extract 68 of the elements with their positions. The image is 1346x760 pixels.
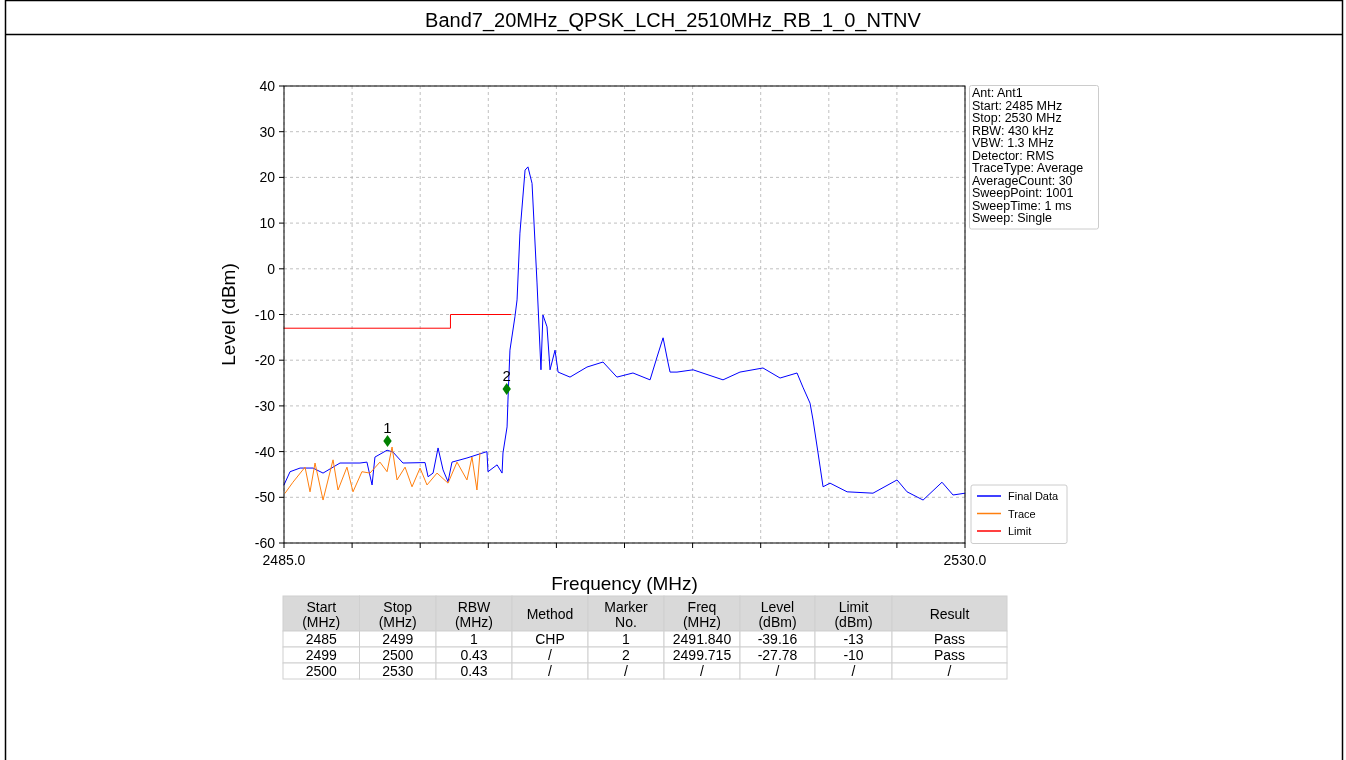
text: Pass [933,647,966,663]
annotation: 1 [383,419,392,437]
text: / [624,663,629,679]
text: Level (dBm) [758,598,797,630]
y-tick-label: 40 [259,78,276,94]
text: -27.78 [757,647,798,663]
text: TraceType: Average [972,161,1084,175]
text: 2485 [305,631,338,647]
text: 1 [470,631,479,647]
chart-title: Band7_20MHz_QPSK_LCH_2510MHz_RB_1_0_NTNV [425,9,922,32]
x-tick-label: 2485.0 [262,552,306,568]
text: Stop: 2530 MHz [972,111,1062,125]
text: 2500 [382,647,414,663]
y-tick-label: -20 [254,352,276,369]
text: / [548,663,553,679]
text: 2 [622,647,631,663]
text: / [851,663,856,679]
text: -39.16 [757,631,798,647]
y-tick-label: -50 [254,489,276,506]
text: 2491.840 [672,631,732,647]
y-tick-label: 20 [259,169,276,186]
y-axis-title: Level (dBm) [218,263,239,366]
text: 0.43 [460,647,488,663]
text: 2500 [305,663,338,679]
text: Method [526,605,574,622]
text: 1 [622,631,631,647]
line-series [283,166,966,501]
text: -10 [843,647,864,663]
text: Freq (MHz) [682,598,722,630]
text: / [700,663,705,679]
text: Ant: Ant1 [972,86,1023,100]
text: / [548,647,553,663]
text: 2499 [382,631,414,647]
annotation: 2 [502,366,511,384]
text: 2499 [305,647,338,663]
text: / [775,663,780,679]
y-tick-label: -10 [254,306,276,323]
text: Stop (MHz) [378,598,417,630]
legend-label: Final Data [1008,490,1060,502]
text: 2530 [382,663,414,679]
text: AverageCount: 30 [972,173,1073,188]
y-tick-label: 10 [259,215,276,232]
text: CHP [535,631,565,647]
text: Start: 2485 MHz [972,98,1063,113]
text: Start (MHz) [302,598,341,630]
text: RBW: 430 kHz [972,123,1054,138]
text: SweepTime: 1 ms [972,198,1072,213]
text: Result [929,605,970,622]
text: Pass [933,631,966,647]
text: Sweep: Single [972,211,1052,225]
x-axis-title: Frequency (MHz) [551,573,698,594]
y-tick-label: 30 [259,123,276,140]
text: VBW: 1.3 MHz [972,136,1054,150]
text: / [947,663,952,679]
text: Marker No. [604,598,649,630]
legend-label: Trace [1008,507,1036,520]
x-tick-label: 2530.0 [943,552,987,568]
text: -13 [843,631,864,647]
text: 0.43 [460,663,488,679]
y-tick-label: -30 [254,397,276,414]
y-tick-label: 0 [267,260,276,277]
y-tick-label: -40 [254,443,276,460]
text: Limit (dBm) [834,598,873,630]
y-tick-label: -60 [254,535,276,551]
text: Detector: RMS [972,148,1054,163]
text: RBW (MHz) [454,598,494,630]
text: 2499.715 [672,647,732,663]
legend-label: Limit [1008,525,1032,537]
